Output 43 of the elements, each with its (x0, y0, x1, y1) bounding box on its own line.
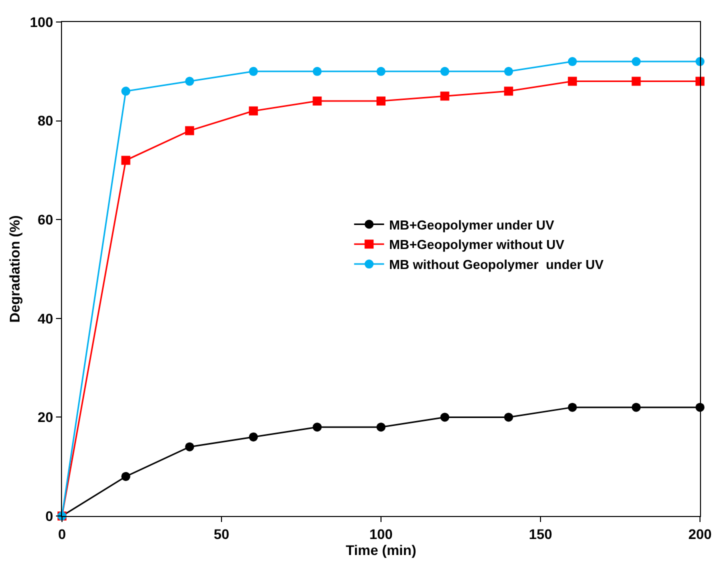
legend-label: MB+Geopolymer under UV (389, 217, 554, 232)
point (504, 412, 514, 422)
x-tick-label: 0 (58, 526, 66, 542)
y-axis-title: Degradation (%) (6, 215, 22, 323)
y-tick-label: 100 (30, 14, 54, 30)
point (440, 412, 450, 422)
point (312, 66, 322, 76)
point (121, 86, 130, 96)
y-tick-label: 80 (38, 112, 54, 129)
x-tick-label: 200 (688, 526, 712, 542)
point (376, 422, 386, 432)
point (568, 402, 577, 412)
x-tick-label: 50 (214, 526, 230, 542)
point (312, 96, 322, 106)
x-tick-label: 100 (369, 526, 393, 542)
x-axis-title: Time (min) (346, 542, 416, 558)
point (376, 96, 386, 106)
legend-label: MB+Geopolymer without UV (389, 237, 565, 252)
y-tick-label: 20 (38, 409, 54, 426)
x-tick-label: 150 (528, 526, 552, 542)
y-tick-label: 0 (45, 508, 54, 524)
point (504, 66, 514, 76)
point (504, 86, 514, 96)
point (185, 126, 194, 136)
point (185, 76, 194, 86)
point (440, 92, 450, 101)
point (568, 57, 577, 66)
legend-label: MB without Geopolymer under UV (389, 257, 604, 272)
point (568, 76, 577, 86)
point (312, 422, 322, 432)
y-tick-label: 60 (38, 212, 54, 228)
point (248, 432, 258, 442)
point (121, 156, 130, 165)
point (632, 402, 641, 412)
point (185, 442, 194, 452)
point (632, 57, 641, 66)
point (440, 66, 450, 76)
point (248, 106, 258, 116)
point (248, 66, 258, 76)
point (121, 472, 130, 481)
point (632, 76, 641, 86)
y-tick-label: 40 (38, 310, 54, 326)
point (376, 66, 386, 76)
